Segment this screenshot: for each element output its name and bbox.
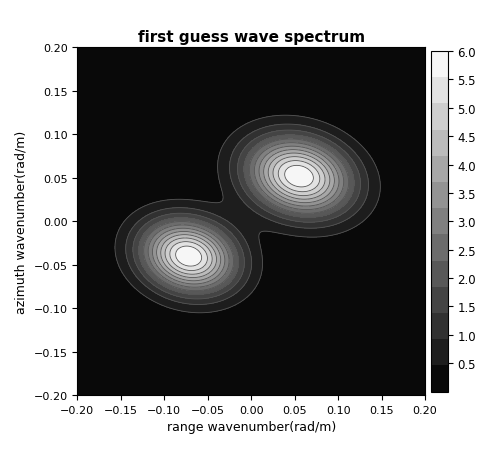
X-axis label: range wavenumber(rad/m): range wavenumber(rad/m) — [166, 420, 336, 433]
Title: first guess wave spectrum: first guess wave spectrum — [137, 30, 365, 44]
Y-axis label: azimuth wavenumber(rad/m): azimuth wavenumber(rad/m) — [15, 131, 28, 313]
